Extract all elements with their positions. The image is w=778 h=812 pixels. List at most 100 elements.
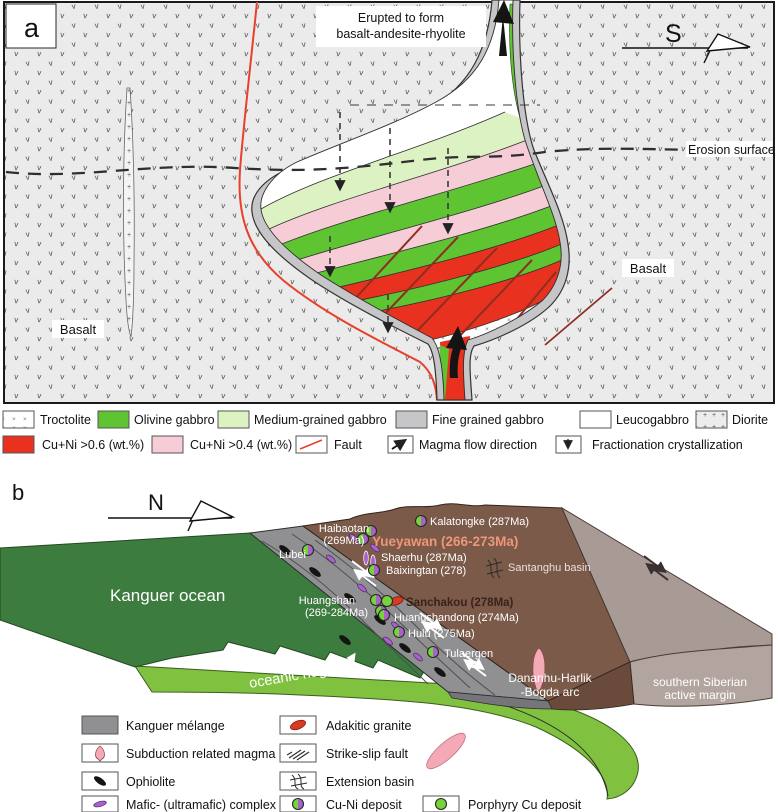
sanchakou-label: Sanchakou (278Ma)	[406, 597, 514, 609]
deposit-huangshan	[369, 593, 383, 607]
legend-item-medium-grained-gabbro: Medium-grained gabbro	[217, 410, 387, 429]
external-fault	[544, 287, 613, 346]
huangshan-label: Huangshan	[299, 595, 355, 607]
north-label: N	[148, 490, 164, 515]
basalt-left-box	[52, 320, 104, 338]
legend-label: Cu-Ni deposit	[326, 798, 402, 812]
panel-b: b N	[0, 480, 773, 800]
siberian-margin-front	[629, 644, 773, 707]
legend-item-leucogabbro: Leucogabbro	[579, 410, 689, 429]
dananhu-arc-block	[301, 503, 631, 702]
legend-label: Extension basin	[326, 775, 414, 789]
legend-item-cuni-04: Cu+Ni >0.4 (wt.%)	[151, 435, 292, 454]
legend-item-olivine-gabbro: Olivine gabbro	[97, 410, 215, 429]
legend-item-strike-slip-fault: Strike-slip fault	[279, 743, 408, 763]
santanghu-basin-label: Santanghu basin	[508, 562, 591, 574]
legend-item-subduction-magma: Subduction related magma	[81, 743, 275, 763]
legend-label: Fractionation crystallization	[592, 438, 743, 452]
fractionation-arrows	[324, 104, 540, 334]
legend-label: Fault	[334, 438, 362, 452]
legend-item-troctolite: Troctolite	[2, 410, 91, 429]
legend-item-adakitic-granite: Adakitic granite	[279, 715, 412, 735]
legend-item-fractionation: Fractionation crystallization	[555, 435, 743, 454]
legend-label: Adakitic granite	[326, 719, 412, 733]
legend-item-fine-grained-gabbro: Fine grained gabbro	[395, 410, 544, 429]
huangshan-age: (269-284Ma)	[305, 607, 368, 619]
deposit-tulaergen	[426, 645, 440, 659]
yueyawan-label: Yueyawan (266-273Ma)	[372, 534, 518, 549]
legend-item-extension-basin: Extension basin	[279, 771, 414, 791]
legend-label: Subduction related magma	[126, 747, 275, 761]
shaerhu-label: Shaerhu (287Ma)	[381, 552, 467, 564]
extension-basin-icon	[485, 557, 504, 579]
deposit-sanchakou-porphyry	[380, 594, 394, 608]
erosion-label-box	[686, 141, 772, 157]
hulu-label: Hulu (275Ma)	[408, 628, 475, 640]
erosion-surface-label: Erosion surface	[688, 143, 775, 157]
panel-a: a Erupted to form basalt-andesite-rhyoli…	[3, 0, 775, 404]
south-label: S	[665, 20, 682, 48]
deposit-hulu	[392, 625, 406, 639]
basalt-left-label: Basalt	[60, 322, 97, 337]
intrusion-inner-outline	[260, 0, 562, 401]
legend-label: Cu+Ni >0.4 (wt.%)	[190, 438, 292, 452]
south-direction-symbol: S	[622, 20, 751, 64]
basalt-right-label: Basalt	[630, 261, 667, 276]
legend-label: Medium-grained gabbro	[254, 413, 387, 427]
lubei-label: Lubei	[279, 549, 306, 561]
fault-line	[238, 1, 438, 401]
panel-b-legend: Kanguer mélange Subduction related magma…	[81, 715, 582, 812]
ocean-label: Kanguer ocean	[110, 586, 225, 605]
kalatongke-label: Kalatongke (287Ma)	[430, 516, 529, 528]
slab-magma-blob	[426, 732, 466, 770]
legend-item-ophiolite: Ophiolite	[81, 771, 175, 791]
deposit-huangshandong	[377, 608, 391, 622]
legend-label: Strike-slip fault	[326, 747, 408, 761]
legend-label: Cu+Ni >0.6 (wt.%)	[42, 438, 144, 452]
deposit-markers	[301, 514, 440, 659]
haibaotan-label: Haibaotan	[319, 523, 369, 535]
deposit-baixingtan	[367, 563, 381, 577]
arc-label-line2: -Bogda arc	[521, 685, 580, 699]
legend-label: Troctolite	[40, 413, 91, 427]
panel-a-label: a	[24, 13, 40, 43]
strike-slip-arrows	[351, 555, 669, 677]
panel-b-label: b	[12, 480, 24, 505]
diorite-dike	[123, 87, 135, 338]
margin-label-line2: active margin	[664, 688, 735, 702]
legend-label: Magma flow direction	[419, 438, 537, 452]
tulaergen-label: Tulaergen	[444, 648, 493, 660]
legend-item-mafic-complex: Mafic- (ultramafic) complex	[81, 795, 277, 812]
haibaotan-age: (269Ma)	[324, 535, 365, 547]
melange-front-face	[447, 691, 553, 710]
legend-item-cuni-06: Cu+Ni >0.6 (wt.%)	[2, 435, 144, 454]
legend-item-magma-flow: Magma flow direction	[387, 435, 537, 454]
arc-front-face	[547, 661, 635, 711]
legend-label: Leucogabbro	[616, 413, 689, 427]
legend-item-diorite: Diorite	[695, 410, 768, 429]
melange-foliation-lines	[261, 533, 496, 696]
basalt-right-box	[622, 259, 674, 277]
legend-item-cuni-deposit: Cu-Ni deposit	[279, 795, 402, 812]
legend-label: Fine grained gabbro	[432, 413, 544, 427]
erosion-surface-line	[5, 146, 773, 176]
legend-label: Olivine gabbro	[134, 413, 215, 427]
eruption-note-line1: Erupted to form	[358, 11, 444, 25]
margin-label-line1: southern Siberian	[653, 675, 747, 689]
magma-flow-arrows	[446, 0, 514, 378]
eruption-note-box	[316, 6, 486, 47]
legend-label: Diorite	[732, 413, 768, 427]
legend-label: Porphyry Cu deposit	[468, 798, 582, 812]
north-direction-symbol: N	[108, 490, 236, 532]
legend-item-porphyry-deposit: Porphyry Cu deposit	[422, 795, 582, 812]
legend-item-fault: Fault	[295, 435, 362, 454]
eruption-note-line2: basalt-andesite-rhyolite	[336, 27, 465, 41]
panel-a-legend: Troctolite Olivine gabbro Medium-grained…	[2, 410, 768, 454]
baixingtan-label: Baixingtan (278)	[386, 565, 466, 577]
legend-label: Kanguer mélange	[126, 719, 225, 733]
legend-label: Mafic- (ultramafic) complex	[126, 798, 277, 812]
huangshandong-label: Huangshandong (274Ma)	[394, 612, 519, 624]
ridge-pointer-arrow	[342, 652, 356, 673]
